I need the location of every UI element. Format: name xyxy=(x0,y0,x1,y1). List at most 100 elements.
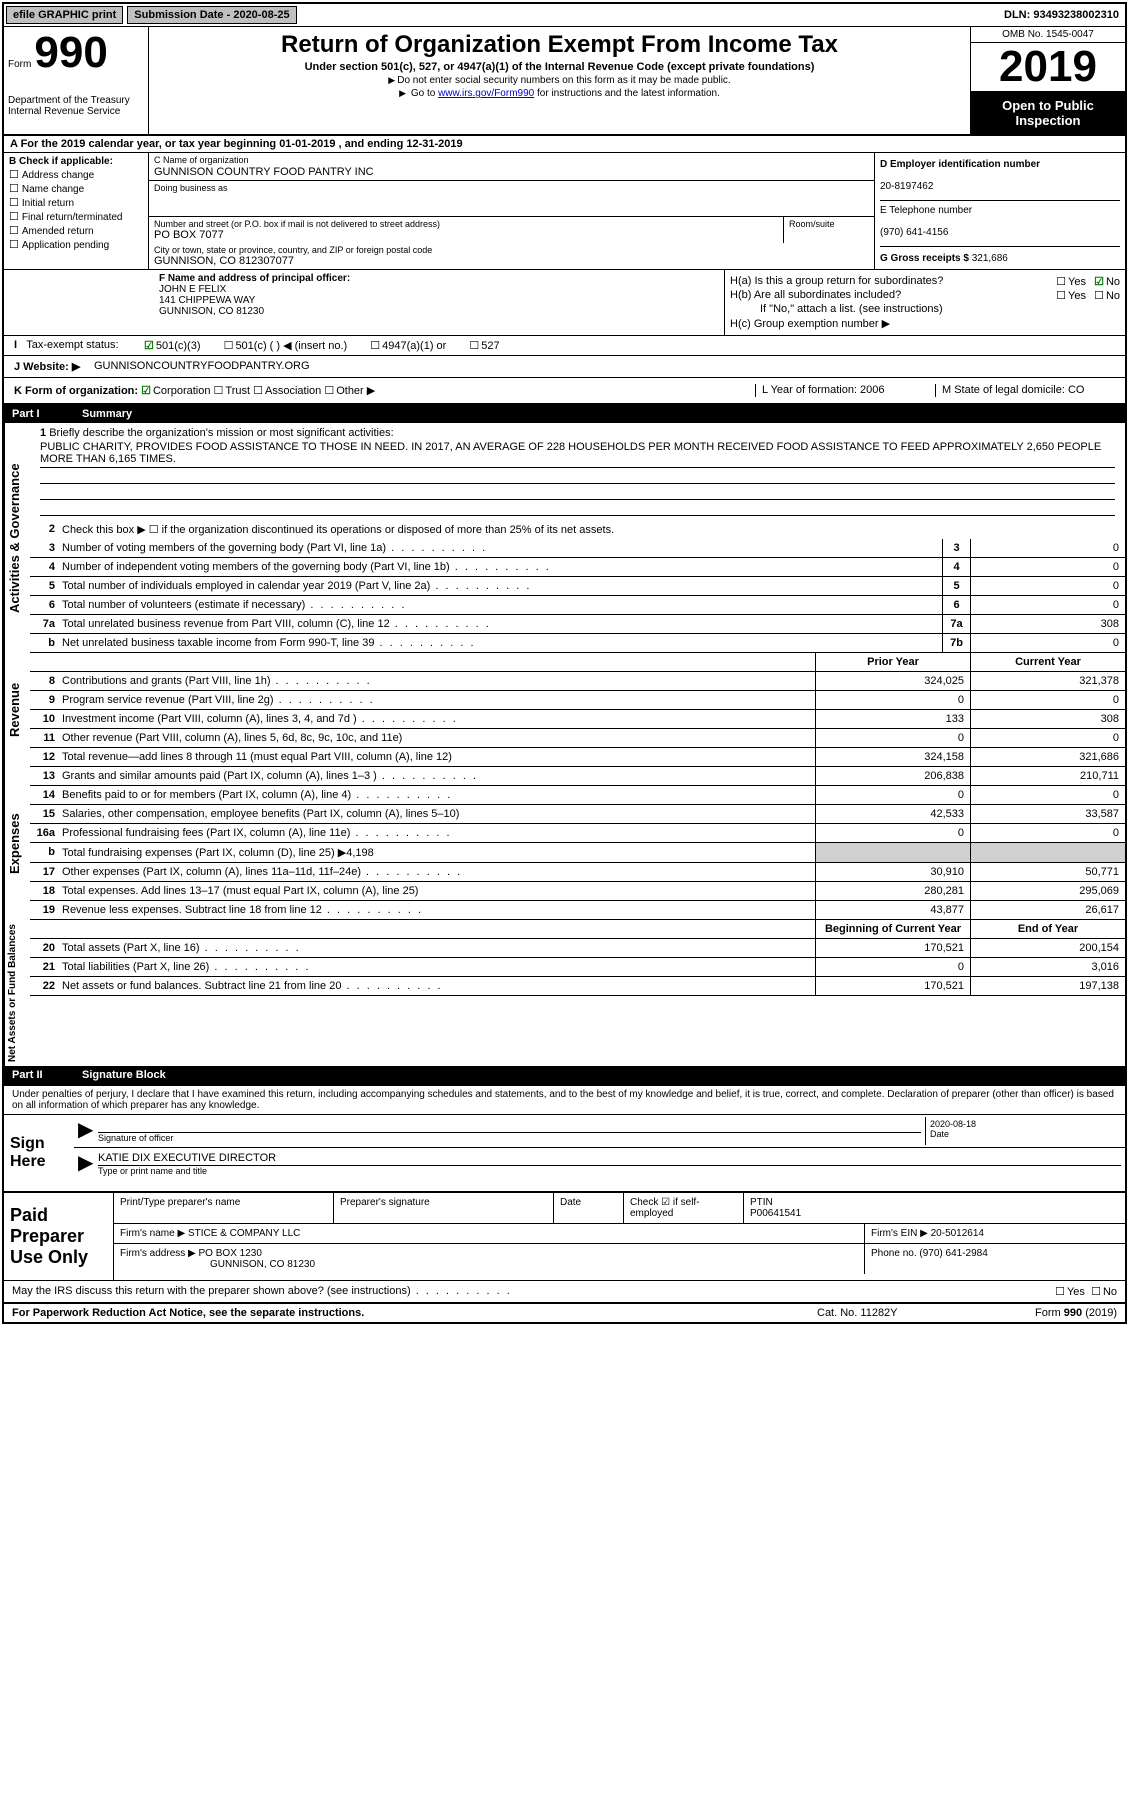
discuss-row: May the IRS discuss this return with the… xyxy=(4,1281,1125,1304)
header-right: OMB No. 1545-0047 2019 Open to Public In… xyxy=(970,27,1125,134)
signature-section: Under penalties of perjury, I declare th… xyxy=(4,1084,1125,1304)
declaration-text: Under penalties of perjury, I declare th… xyxy=(4,1086,1125,1115)
sign-here-block: Sign Here ▶ Signature of officer 2020-08… xyxy=(4,1115,1125,1193)
subtitle-1: Under section 501(c), 527, or 4947(a)(1)… xyxy=(157,61,962,73)
k-other[interactable]: Other ▶ xyxy=(324,385,375,397)
k-trust[interactable]: Trust xyxy=(214,385,251,397)
sig-date-cell: 2020-08-18 Date xyxy=(925,1117,1125,1145)
officer-name-cell: KATIE DIX EXECUTIVE DIRECTOR Type or pri… xyxy=(94,1150,1125,1178)
line-21: 21Total liabilities (Part X, line 26)03,… xyxy=(30,958,1125,977)
officer-name-line: ▶ KATIE DIX EXECUTIVE DIRECTOR Type or p… xyxy=(74,1148,1125,1180)
line-9: 9Program service revenue (Part VIII, lin… xyxy=(30,691,1125,710)
preparer-block: Paid Preparer Use Only Print/Type prepar… xyxy=(4,1193,1125,1281)
line-13: 13Grants and similar amounts paid (Part … xyxy=(30,767,1125,786)
ha-yes[interactable]: Yes xyxy=(1056,276,1086,288)
opt-527[interactable]: 527 xyxy=(469,340,499,352)
prep-row-2: Firm's name ▶ STICE & COMPANY LLC Firm's… xyxy=(114,1224,1125,1244)
preparer-label: Paid Preparer Use Only xyxy=(4,1193,114,1280)
discuss-no[interactable]: No xyxy=(1091,1285,1117,1298)
form-container: efile GRAPHIC print Submission Date - 20… xyxy=(2,2,1127,1324)
website-value: GUNNISONCOUNTRYFOODPANTRY.ORG xyxy=(94,360,1115,373)
line-11: 11Other revenue (Part VIII, column (A), … xyxy=(30,729,1125,748)
sig-arrow-icon: ▶ xyxy=(74,1150,94,1178)
ein-cell: D Employer identification number 20-8197… xyxy=(880,155,1120,201)
line-19: 19Revenue less expenses. Subtract line 1… xyxy=(30,901,1125,920)
vlabel-expenses: Expenses xyxy=(4,767,30,920)
sign-fields: ▶ Signature of officer 2020-08-18 Date ▶… xyxy=(74,1115,1125,1191)
group-return-cell: H(a) Is this a group return for subordin… xyxy=(725,270,1125,335)
sig-arrow-icon: ▶ xyxy=(74,1117,94,1145)
line-10: 10Investment income (Part VIII, column (… xyxy=(30,710,1125,729)
opt-501c3[interactable]: 501(c)(3) xyxy=(144,340,201,352)
rev-headers: Prior Year Current Year xyxy=(30,653,1125,672)
room-cell: Room/suite xyxy=(784,217,874,243)
check-amended-return[interactable]: Amended return xyxy=(9,224,143,237)
prep-date-cell: Date xyxy=(554,1193,624,1223)
k-left: K Form of organization: Corporation Trus… xyxy=(14,384,755,397)
ha-no[interactable]: No xyxy=(1094,276,1120,288)
netassets-block: Net Assets or Fund Balances Beginning of… xyxy=(4,920,1125,1066)
check-application-pending[interactable]: Application pending xyxy=(9,238,143,251)
topbar: efile GRAPHIC print Submission Date - 20… xyxy=(4,4,1125,27)
check-address-change[interactable]: Address change xyxy=(9,168,143,181)
line-20: 20Total assets (Part X, line 16)170,5212… xyxy=(30,939,1125,958)
activities-block: Activities & Governance 1 Briefly descri… xyxy=(4,423,1125,653)
subtitle-3: Go to www.irs.gov/Form990 for instructio… xyxy=(157,88,962,99)
irs-link[interactable]: www.irs.gov/Form990 xyxy=(438,88,534,99)
header-left: Form 990 Department of the Treasury Inte… xyxy=(4,27,149,134)
line-15: 15Salaries, other compensation, employee… xyxy=(30,805,1125,824)
form-title: Return of Organization Exempt From Incom… xyxy=(157,31,962,59)
footer-left: For Paperwork Reduction Act Notice, see … xyxy=(12,1307,817,1319)
street-cell: Number and street (or P.O. box if mail i… xyxy=(149,217,784,243)
footer-mid: Cat. No. 11282Y xyxy=(817,1307,967,1319)
org-name-cell: C Name of organization GUNNISON COUNTRY … xyxy=(149,153,874,181)
officer-sig-cell: Signature of officer xyxy=(94,1117,925,1145)
preparer-grid: Print/Type preparer's name Preparer's si… xyxy=(114,1193,1125,1280)
opt-4947[interactable]: 4947(a)(1) or xyxy=(370,340,446,352)
footer: For Paperwork Reduction Act Notice, see … xyxy=(4,1304,1125,1322)
activities-table: 1 Briefly describe the organization's mi… xyxy=(30,423,1125,653)
line-3: 3Number of voting members of the governi… xyxy=(30,539,1125,558)
omb-number: OMB No. 1545-0047 xyxy=(971,27,1125,43)
subtitle-2: Do not enter social security numbers on … xyxy=(157,75,962,86)
line-7a: 7aTotal unrelated business revenue from … xyxy=(30,615,1125,634)
dept-text: Department of the Treasury Internal Reve… xyxy=(8,95,144,117)
ha-row: H(a) Is this a group return for subordin… xyxy=(730,275,1120,287)
line-14: 14Benefits paid to or for members (Part … xyxy=(30,786,1125,805)
opt-501c[interactable]: 501(c) ( ) ◀ (insert no.) xyxy=(224,340,348,352)
netassets-table: Beginning of Current Year End of Year 20… xyxy=(30,920,1125,1066)
tax-exempt-label: I Tax-exempt status: xyxy=(14,339,144,352)
section-bcd: B Check if applicable: Address change Na… xyxy=(4,153,1125,270)
discuss-question: May the IRS discuss this return with the… xyxy=(12,1285,1055,1298)
tax-exempt-row: I Tax-exempt status: 501(c)(3) 501(c) ( … xyxy=(4,336,1125,356)
vlabel-netassets: Net Assets or Fund Balances xyxy=(4,920,30,1066)
line-12: 12Total revenue—add lines 8 through 11 (… xyxy=(30,748,1125,767)
check-final-return[interactable]: Final return/terminated xyxy=(9,210,143,223)
form-label: Form xyxy=(8,59,31,70)
k-corp[interactable]: Corporation xyxy=(141,385,210,397)
phone-cell: E Telephone number (970) 641-4156 xyxy=(880,201,1120,247)
check-initial-return[interactable]: Initial return xyxy=(9,196,143,209)
website-row: J Website: ▶ GUNNISONCOUNTRYFOODPANTRY.O… xyxy=(4,356,1125,378)
na-headers: Beginning of Current Year End of Year xyxy=(30,920,1125,939)
firm-ein-cell: Firm's EIN ▶ 20-5012614 xyxy=(865,1224,1125,1243)
officer-sig-line: ▶ Signature of officer 2020-08-18 Date xyxy=(74,1115,1125,1148)
firm-name-cell: Firm's name ▶ STICE & COMPANY LLC xyxy=(114,1224,865,1243)
k-assoc[interactable]: Association xyxy=(253,385,321,397)
firm-addr-cell: Firm's address ▶ PO BOX 1230 GUNNISON, C… xyxy=(114,1244,865,1274)
hb-no[interactable]: No xyxy=(1094,290,1120,302)
discuss-yes[interactable]: Yes xyxy=(1055,1285,1085,1298)
revenue-table: Prior Year Current Year 8Contributions a… xyxy=(30,653,1125,767)
efile-print-button[interactable]: efile GRAPHIC print xyxy=(6,6,123,24)
vlabel-activities: Activities & Governance xyxy=(4,423,30,653)
hc-row: H(c) Group exemption number ▶ xyxy=(730,317,1120,330)
line-18: 18Total expenses. Add lines 13–17 (must … xyxy=(30,882,1125,901)
prep-selfemp-cell[interactable]: Check ☑ if self-employed xyxy=(624,1193,744,1223)
dba-cell: Doing business as xyxy=(149,181,874,217)
submission-date-button[interactable]: Submission Date - 2020-08-25 xyxy=(127,6,296,24)
section-f: F Name and address of principal officer:… xyxy=(4,270,1125,336)
officer-cell: F Name and address of principal officer:… xyxy=(4,270,725,335)
check-name-change[interactable]: Name change xyxy=(9,182,143,195)
hb-yes[interactable]: Yes xyxy=(1056,290,1086,302)
line-5: 5Total number of individuals employed in… xyxy=(30,577,1125,596)
